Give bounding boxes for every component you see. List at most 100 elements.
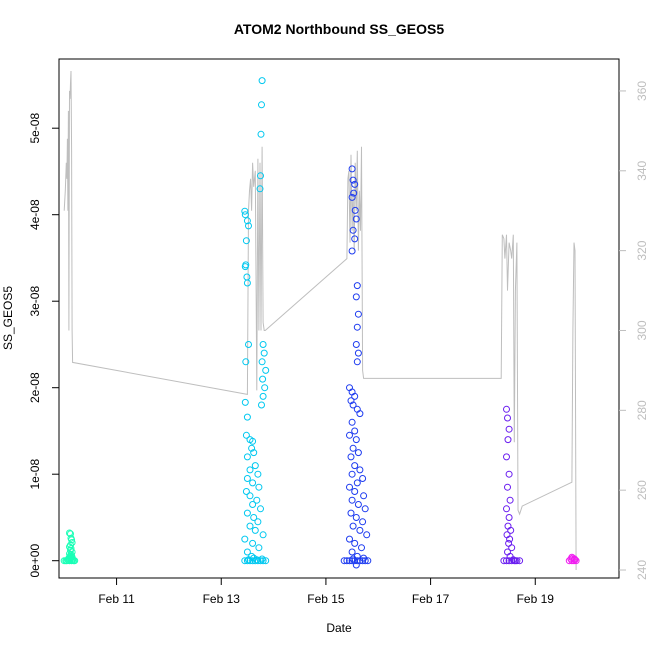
data-point: [71, 557, 79, 565]
data-point: [259, 531, 267, 539]
data-point: [346, 483, 353, 491]
data-point: [354, 310, 362, 318]
data-point: [503, 557, 510, 565]
data-point: [347, 453, 355, 461]
data-point: [505, 425, 513, 433]
data-point: [348, 193, 356, 201]
data-point: [351, 488, 359, 495]
data-point: [508, 544, 516, 552]
series-group: [500, 405, 524, 565]
y-left-tick-label: 2e-08: [28, 372, 42, 403]
y-left-tick-label: 4e-08: [28, 199, 42, 230]
data-point: [249, 539, 257, 547]
data-point: [503, 405, 510, 413]
data-point: [503, 453, 510, 461]
data-point: [359, 475, 367, 482]
data-point: [349, 522, 357, 530]
y-axis-label: SS_GEOS5: [1, 286, 15, 350]
data-point: [351, 557, 359, 565]
data-point: [356, 526, 364, 534]
data-point: [348, 548, 356, 556]
data-point: [245, 222, 252, 230]
data-point: [500, 557, 508, 565]
y-right-tick-label: 360: [635, 81, 649, 101]
data-point: [352, 341, 360, 348]
data-point: [241, 557, 249, 565]
data-point: [348, 557, 356, 565]
data-point: [507, 526, 515, 534]
data-point: [243, 217, 251, 225]
data-point: [351, 427, 359, 435]
data-point: [243, 413, 251, 421]
secondary-series-line: [63, 70, 577, 571]
data-point: [258, 401, 265, 409]
data-point: [351, 392, 359, 400]
data-point: [253, 496, 261, 504]
data-point: [572, 557, 580, 565]
plot-frame: [58, 58, 620, 579]
data-point: [257, 172, 264, 180]
y-right-tick-label: 300: [635, 320, 649, 340]
data-point: [351, 539, 359, 547]
series-group: [565, 553, 580, 565]
data-point: [506, 496, 514, 504]
data-point: [504, 436, 512, 444]
data-point: [356, 466, 364, 474]
data-point: [250, 449, 258, 457]
data-point: [571, 555, 578, 563]
y-left-tick-label: 3e-08: [28, 286, 42, 317]
data-point: [258, 77, 266, 85]
data-point: [348, 496, 356, 504]
data-point: [353, 323, 361, 331]
x-axis-label: Date: [326, 621, 352, 635]
data-point: [261, 384, 269, 392]
data-point: [348, 165, 356, 173]
data-point: [68, 536, 76, 544]
data-point: [251, 462, 259, 470]
y-axis-left: 0e+00 1e-08 2e-08 3e-08 4e-08 5e-08: [28, 113, 59, 578]
data-point: [242, 358, 250, 366]
x-tick-label: Feb 19: [517, 592, 555, 606]
data-point: [262, 366, 270, 374]
data-point: [356, 410, 364, 418]
data-point: [66, 555, 74, 563]
data-point: [348, 247, 356, 255]
data-point: [360, 492, 368, 500]
data-point: [347, 509, 355, 517]
data-point: [351, 180, 359, 188]
data-point: [258, 358, 266, 366]
series-group: [241, 77, 270, 565]
data-point: [257, 505, 264, 513]
data-point: [353, 557, 361, 565]
data-point: [248, 444, 256, 452]
data-point: [250, 554, 258, 562]
data-point: [363, 531, 371, 539]
data-point: [348, 470, 356, 478]
data-point: [259, 392, 267, 400]
x-tick-label: Feb 15: [307, 592, 345, 606]
data-point: [346, 535, 353, 543]
data-point: [351, 206, 359, 214]
data-point: [262, 557, 270, 565]
data-point: [246, 492, 254, 500]
data-point: [242, 237, 250, 245]
data-point: [350, 189, 358, 197]
data-point: [352, 436, 360, 444]
data-point: [246, 466, 254, 474]
data-point: [361, 505, 369, 513]
data-point: [359, 518, 367, 526]
data-point: [340, 557, 348, 565]
data-point: [351, 235, 359, 243]
data-point: [255, 483, 263, 491]
x-axis: Feb 11 Feb 13 Feb 15 Feb 17 Feb 19: [98, 578, 554, 606]
data-point: [243, 509, 251, 517]
data-point: [349, 444, 357, 452]
y-right-tick-label: 340: [635, 160, 649, 180]
data-point: [255, 544, 263, 552]
data-point: [242, 488, 250, 495]
x-tick-label: Feb 11: [98, 592, 135, 606]
y-right-tick-label: 260: [635, 480, 649, 500]
data-point: [353, 358, 361, 366]
data-point: [243, 548, 251, 556]
